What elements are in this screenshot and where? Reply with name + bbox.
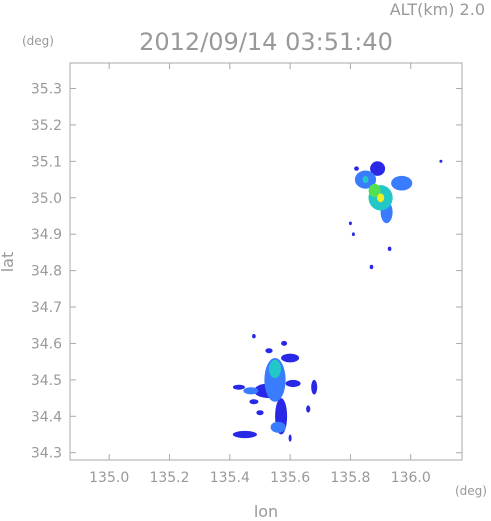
y-tick-label: 35.2 — [31, 118, 62, 134]
density-blob — [370, 161, 386, 176]
density-blob — [354, 166, 359, 171]
chart-title: 2012/09/14 03:51:40 — [139, 28, 393, 56]
density-blob — [232, 430, 257, 439]
x-tick-label: 136.0 — [391, 470, 431, 486]
density-blob — [368, 183, 381, 198]
x-tick-label: 135.6 — [270, 470, 310, 486]
density-blob — [249, 399, 259, 405]
density-blob — [269, 359, 281, 378]
density-layer — [232, 159, 443, 442]
y-tick-label: 34.9 — [31, 227, 62, 243]
y-tick-label: 35.3 — [31, 81, 62, 97]
density-blob — [377, 193, 385, 203]
x-tick-label: 135.8 — [330, 470, 370, 486]
x-tick-label: 135.0 — [89, 470, 129, 486]
axis-ticks: 135.0 135.2 135.4 135.6 135.8 136.0 34.3 34.4 34… — [31, 63, 462, 486]
y-tick-label: 34.7 — [31, 300, 62, 316]
y-axis-label: lat — [0, 252, 17, 273]
density-blob — [439, 159, 443, 163]
density-blob — [281, 353, 300, 363]
x-axis-label: lon — [254, 502, 278, 521]
x-axis-unit: (deg) — [455, 484, 487, 498]
y-tick-label: 34.6 — [31, 336, 62, 352]
density-blob — [369, 264, 374, 270]
density-blob — [285, 379, 301, 388]
y-tick-label: 34.8 — [31, 264, 62, 280]
density-blob — [387, 246, 392, 251]
y-axis-unit: (deg) — [22, 34, 54, 48]
density-blob — [391, 175, 413, 191]
density-blob — [281, 340, 288, 346]
y-tick-label: 34.5 — [31, 373, 62, 389]
density-blob — [256, 410, 264, 416]
density-blob — [232, 384, 245, 390]
density-blob — [270, 421, 286, 433]
density-blob — [311, 379, 318, 395]
density-blob — [252, 334, 256, 339]
density-blob — [362, 176, 369, 184]
density-blob — [243, 387, 259, 395]
x-tick-label: 135.4 — [210, 470, 250, 486]
density-blob — [351, 232, 355, 236]
y-tick-label: 34.3 — [31, 446, 62, 462]
y-tick-label: 35.0 — [31, 191, 62, 207]
density-blob — [306, 405, 311, 413]
plot-frame — [69, 62, 463, 461]
density-blob — [265, 348, 273, 354]
y-tick-label: 35.1 — [31, 154, 62, 170]
altitude-label: ALT(km) 2.0 — [390, 0, 485, 19]
y-tick-label: 34.4 — [31, 409, 62, 425]
density-blob — [348, 221, 352, 226]
x-tick-label: 135.2 — [149, 470, 189, 486]
density-blob — [288, 434, 292, 442]
